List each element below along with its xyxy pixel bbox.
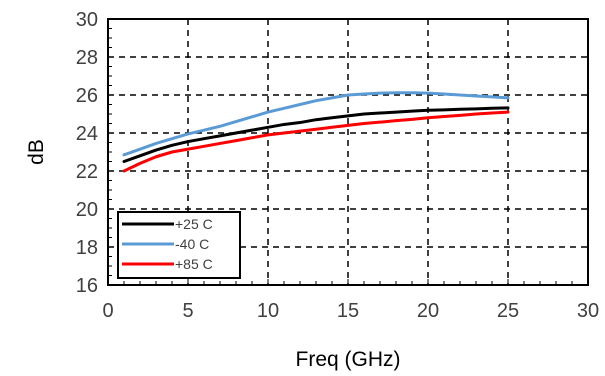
x-tick-label: 20	[417, 300, 439, 322]
x-tick-label: 0	[102, 300, 113, 322]
y-tick-label: 20	[76, 199, 98, 221]
x-tick-label: 10	[257, 300, 279, 322]
y-tick-label: 26	[76, 85, 98, 107]
y-tick-label: 16	[76, 275, 98, 297]
legend-label: -40 C	[175, 236, 209, 252]
y-tick-label: 30	[76, 9, 98, 31]
y-tick-label: 28	[76, 47, 98, 69]
y-tick-label: 24	[76, 123, 98, 145]
tick-labels: 16 18 20 22 24 26 28 30 0 5 10 15 20 25 30	[76, 9, 599, 322]
legend-label: +85 C	[175, 256, 213, 272]
y-axis-label: dB	[25, 139, 48, 165]
legend: +25 C -40 C +85 C	[117, 211, 241, 279]
series-line	[122, 91, 510, 157]
plot-area-border	[107, 18, 589, 286]
x-tick-label: 30	[577, 300, 599, 322]
y-tick-label: 22	[76, 161, 98, 183]
x-tick-label: 15	[337, 300, 359, 322]
y-tick-label: 18	[76, 237, 98, 259]
series-line	[122, 110, 510, 173]
legend-label: +25 C	[175, 216, 213, 232]
series-lines	[122, 91, 510, 173]
x-tick-label: 5	[182, 300, 193, 322]
x-axis-label: Freq (GHz)	[296, 348, 401, 371]
x-tick-label: 25	[497, 300, 519, 322]
series-line	[122, 106, 510, 163]
